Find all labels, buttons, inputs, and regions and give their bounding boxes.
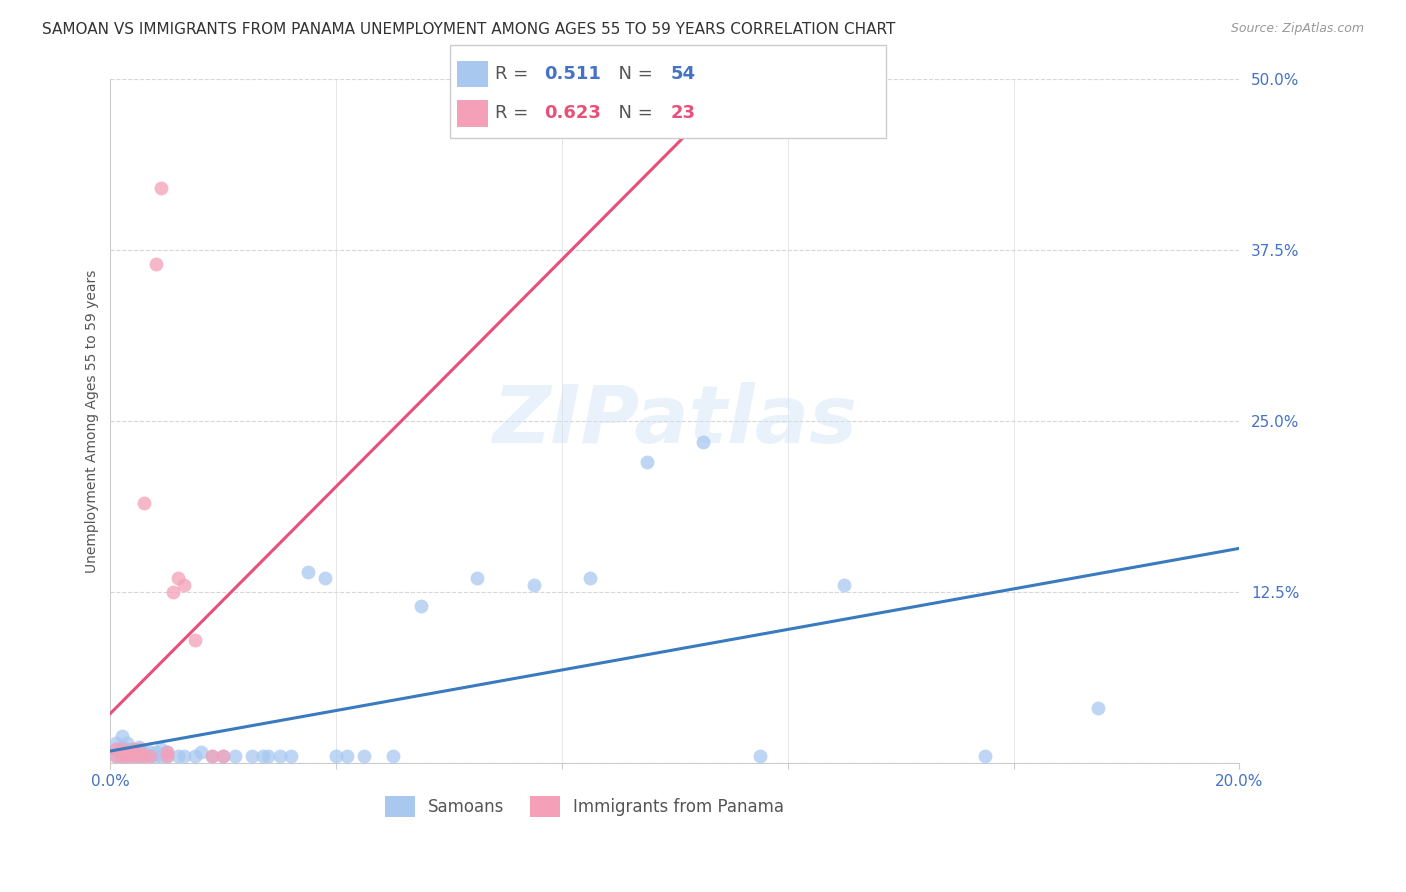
- Point: [523, 578, 546, 592]
- Point: [173, 749, 195, 764]
- Point: [117, 745, 139, 759]
- Point: [117, 745, 139, 759]
- Point: [122, 749, 145, 764]
- Text: 0.511: 0.511: [544, 65, 600, 83]
- Point: [134, 745, 156, 759]
- Point: [409, 599, 432, 613]
- Point: [692, 434, 714, 449]
- Point: [122, 742, 145, 756]
- Point: [105, 742, 128, 756]
- Point: [381, 749, 404, 764]
- Point: [139, 749, 162, 764]
- Point: [150, 742, 173, 756]
- Point: [465, 571, 488, 585]
- Point: [184, 632, 207, 647]
- Point: [636, 455, 658, 469]
- Point: [105, 749, 128, 764]
- Point: [156, 745, 179, 759]
- Point: [145, 749, 167, 764]
- Point: [201, 749, 224, 764]
- Text: R =: R =: [495, 104, 534, 122]
- Text: Source: ZipAtlas.com: Source: ZipAtlas.com: [1230, 22, 1364, 36]
- Point: [353, 749, 375, 764]
- Point: [269, 749, 291, 764]
- Point: [201, 749, 224, 764]
- Point: [167, 571, 190, 585]
- Point: [314, 571, 336, 585]
- Point: [111, 729, 134, 743]
- Point: [280, 749, 302, 764]
- Point: [111, 742, 134, 756]
- Point: [134, 749, 156, 764]
- Text: N =: N =: [607, 104, 659, 122]
- Text: N =: N =: [607, 65, 659, 83]
- Point: [145, 257, 167, 271]
- Point: [240, 749, 263, 764]
- Point: [117, 742, 139, 756]
- Point: [150, 749, 173, 764]
- Point: [111, 749, 134, 764]
- Point: [117, 749, 139, 764]
- Text: SAMOAN VS IMMIGRANTS FROM PANAMA UNEMPLOYMENT AMONG AGES 55 TO 59 YEARS CORRELAT: SAMOAN VS IMMIGRANTS FROM PANAMA UNEMPLO…: [42, 22, 896, 37]
- Point: [173, 578, 195, 592]
- Point: [139, 745, 162, 759]
- Point: [252, 749, 274, 764]
- Text: 0.623: 0.623: [544, 104, 600, 122]
- Point: [257, 749, 280, 764]
- Point: [224, 749, 246, 764]
- Point: [156, 749, 179, 764]
- Point: [1087, 701, 1109, 715]
- Point: [167, 749, 190, 764]
- Point: [128, 749, 150, 764]
- Point: [122, 742, 145, 756]
- Point: [128, 739, 150, 754]
- Point: [122, 749, 145, 764]
- Point: [162, 585, 184, 599]
- Point: [212, 749, 235, 764]
- Text: R =: R =: [495, 65, 534, 83]
- Text: 23: 23: [671, 104, 696, 122]
- Point: [134, 496, 156, 510]
- Point: [128, 742, 150, 756]
- Point: [111, 749, 134, 764]
- Point: [111, 739, 134, 754]
- Point: [190, 745, 212, 759]
- Point: [134, 749, 156, 764]
- Point: [156, 749, 179, 764]
- Point: [748, 749, 770, 764]
- Point: [111, 745, 134, 759]
- Point: [139, 749, 162, 764]
- Point: [128, 749, 150, 764]
- Point: [117, 736, 139, 750]
- Point: [974, 749, 997, 764]
- Point: [150, 181, 173, 195]
- Point: [117, 749, 139, 764]
- Point: [105, 736, 128, 750]
- Point: [105, 742, 128, 756]
- Text: ZIPatlas: ZIPatlas: [492, 382, 858, 460]
- Point: [579, 571, 602, 585]
- Point: [297, 565, 319, 579]
- Point: [832, 578, 855, 592]
- Point: [325, 749, 347, 764]
- Point: [336, 749, 359, 764]
- Y-axis label: Unemployment Among Ages 55 to 59 years: Unemployment Among Ages 55 to 59 years: [86, 269, 100, 573]
- Text: 54: 54: [671, 65, 696, 83]
- Point: [128, 745, 150, 759]
- Legend: Samoans, Immigrants from Panama: Samoans, Immigrants from Panama: [378, 789, 790, 823]
- Point: [212, 749, 235, 764]
- Point: [105, 749, 128, 764]
- Point: [184, 749, 207, 764]
- Point: [156, 745, 179, 759]
- Point: [145, 745, 167, 759]
